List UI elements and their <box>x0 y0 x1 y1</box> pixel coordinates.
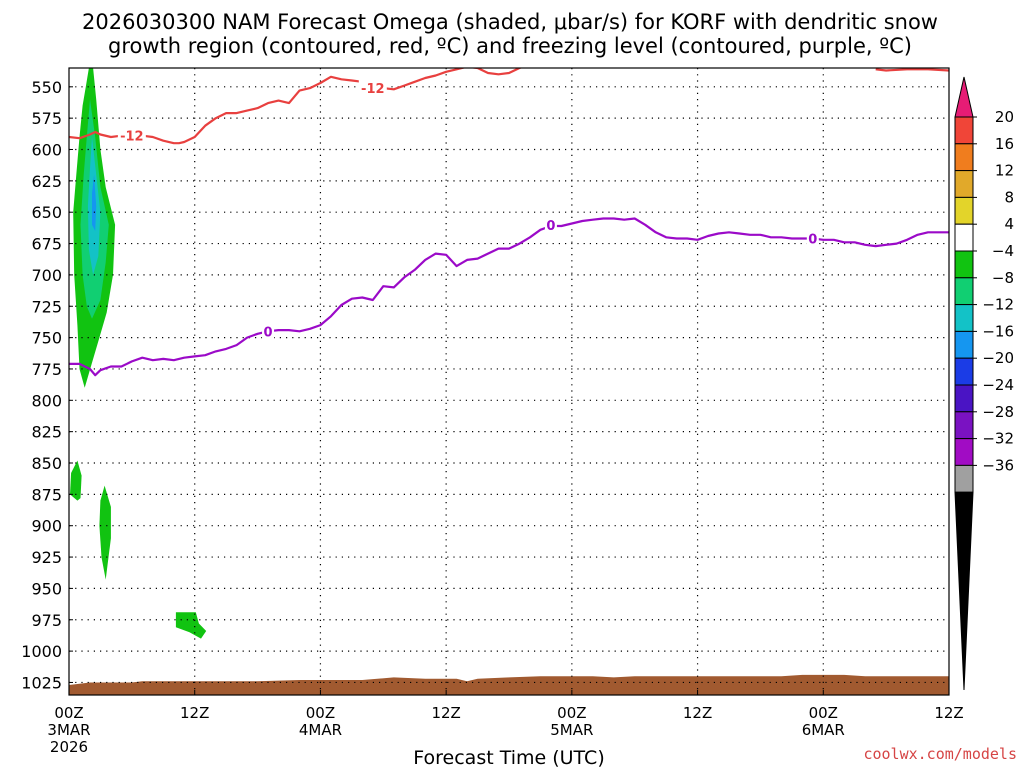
colorbar-segment <box>954 357 974 386</box>
x-tick-label: 3MAR <box>47 721 90 739</box>
freezing-level-label-bg <box>544 216 557 233</box>
colorbar-label: −24 <box>982 376 1014 394</box>
y-tick-label: 975 <box>31 611 62 630</box>
colorbar-segment <box>954 116 974 145</box>
colorbar-segment <box>954 411 974 440</box>
colorbar-segment <box>954 304 974 332</box>
colorbar-segment <box>954 250 974 279</box>
y-tick-label: 1000 <box>21 642 62 661</box>
y-tick-label: 825 <box>31 423 62 442</box>
x-tick-label: 6MAR <box>802 721 845 739</box>
x-tick-label: 12Z <box>934 704 963 722</box>
y-tick-label: 800 <box>31 391 62 410</box>
colorbar-label: 12 <box>995 162 1014 180</box>
credit-text: coolwx.com/models <box>863 745 1017 763</box>
colorbar-label: 8 <box>1004 188 1014 206</box>
dendritic-contour-label-bg <box>358 80 387 97</box>
x-tick-label: 5MAR <box>550 721 593 739</box>
colorbar-segment <box>954 384 974 413</box>
x-tick-label: 00Z <box>54 704 83 722</box>
chart-title-line2: growth region (contoured, red, ºC) and f… <box>108 34 912 58</box>
colorbar-label: −36 <box>982 456 1014 474</box>
colorbar-label: 16 <box>995 135 1014 153</box>
colorbar-label: −20 <box>982 349 1014 367</box>
y-tick-label: 775 <box>31 360 62 379</box>
colorbar-label: 4 <box>1004 215 1014 233</box>
chart-title-line1: 2026030300 NAM Forecast Omega (shaded, μ… <box>82 10 938 34</box>
x-tick-label: 12Z <box>683 704 712 722</box>
colorbar-label: −4 <box>992 242 1014 260</box>
colorbar-segment <box>954 170 974 198</box>
y-tick-label: 600 <box>31 141 62 160</box>
dendritic-contour-line-upper-right <box>875 68 949 72</box>
x-axis-label: Forecast Time (UTC) <box>413 747 604 768</box>
y-tick-label: 675 <box>31 235 62 254</box>
y-tick-label: 625 <box>31 172 62 191</box>
x-tick-label: 00Z <box>809 704 838 722</box>
omega-shading <box>70 68 207 639</box>
dendritic-contour-label-bg <box>117 127 146 144</box>
freezing-level-label: 0 <box>546 219 555 234</box>
colorbar-label: −12 <box>982 296 1014 314</box>
y-tick-label: 650 <box>31 203 62 222</box>
y-tick-label: 700 <box>31 266 62 285</box>
x-tick-label: 00Z <box>557 704 586 722</box>
dendritic-contour-label: -12 <box>361 82 385 97</box>
freezing-level-label-bg <box>262 323 275 340</box>
y-tick-label: 875 <box>31 485 62 504</box>
y-tick-label: 1025 <box>21 673 62 692</box>
colorbar: 20 16 12 8 4 −4 −8 −12 −16 −20 −24 −28 −32 −36 <box>954 76 1014 691</box>
freezing-level-label-bg <box>806 230 819 247</box>
colorbar-bottom-triangle <box>954 491 974 691</box>
omega-region-4 <box>70 460 82 501</box>
colorbar-segment <box>954 277 974 306</box>
plot-frame <box>68 67 950 696</box>
y-tick-label: 725 <box>31 297 62 316</box>
colorbar-segment <box>954 223 974 252</box>
colorbar-segment <box>954 438 974 466</box>
contour-labels: -12 -12 0 0 0 <box>117 80 819 340</box>
y-axis-ticks: 550 575 600 625 650 675 700 725 750 775 800 825 850 8… <box>21 78 73 692</box>
y-tick-label: 550 <box>31 78 62 97</box>
dendritic-contour-label: -12 <box>120 130 144 145</box>
freezing-level-line <box>69 217 949 377</box>
surface-fill <box>69 674 949 695</box>
freezing-level-label: 0 <box>808 233 817 248</box>
colorbar-label: −32 <box>982 430 1014 448</box>
omega-region-3 <box>92 174 97 231</box>
colorbar-label: −28 <box>982 403 1014 421</box>
x-tick-label: 00Z <box>306 704 335 722</box>
y-tick-label: 900 <box>31 517 62 536</box>
y-tick-label: 950 <box>31 579 62 598</box>
omega-region-5 <box>99 485 111 580</box>
x-tick-label: 4MAR <box>299 721 342 739</box>
colorbar-segment <box>954 143 974 172</box>
x-tick-label: 12Z <box>431 704 460 722</box>
x-tick-label: 2026 <box>50 738 88 756</box>
colorbar-segment <box>954 464 974 493</box>
y-tick-label: 575 <box>31 109 62 128</box>
colorbar-label: −16 <box>982 322 1014 340</box>
omega-region-6 <box>175 612 207 639</box>
y-tick-label: 750 <box>31 329 62 348</box>
y-tick-label: 925 <box>31 548 62 567</box>
colorbar-label: −8 <box>992 269 1014 287</box>
colorbar-segment <box>954 330 974 359</box>
freezing-level-label: 0 <box>264 325 273 340</box>
x-tick-label: 12Z <box>180 704 209 722</box>
colorbar-segment <box>954 196 974 225</box>
colorbar-label: 20 <box>995 108 1014 126</box>
terrain-surface <box>69 674 949 695</box>
y-tick-label: 850 <box>31 454 62 473</box>
